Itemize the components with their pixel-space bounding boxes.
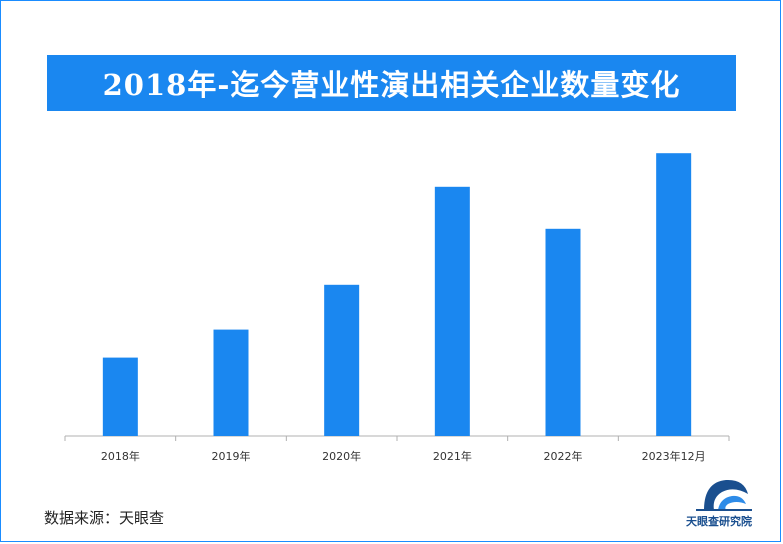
x-tick-label-5: 2023年12月 (642, 449, 706, 463)
chart-title: 2018年-迄今营业性演出相关企业数量变化 (102, 68, 681, 102)
x-tick-label-0: 2018年 (101, 449, 140, 463)
x-tick-label-3: 2021年 (433, 449, 472, 463)
x-tick-label-4: 2022年 (544, 449, 583, 463)
title-banner: 2018年-迄今营业性演出相关企业数量变化 (47, 55, 736, 111)
x-tick-label-1: 2019年 (212, 449, 251, 463)
source-note: 数据来源：天眼查 (44, 509, 165, 527)
bar-0 (102, 357, 138, 436)
bar-2 (324, 284, 360, 436)
tianyancha-logo-icon (696, 479, 752, 511)
bar-1 (213, 329, 249, 436)
bar-4 (545, 228, 581, 436)
bar-3 (434, 186, 470, 436)
bar-5 (656, 153, 692, 436)
x-tick-label-2: 2020年 (322, 449, 361, 463)
brand-logo: 天眼查研究院 (674, 470, 764, 532)
logo-text: 天眼查研究院 (686, 515, 752, 528)
